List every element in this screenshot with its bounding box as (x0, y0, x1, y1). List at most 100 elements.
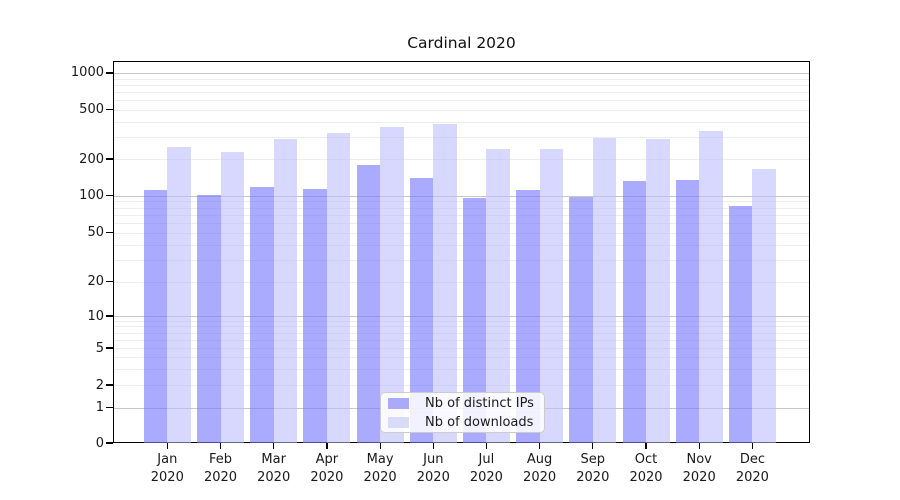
gridline-minor (113, 385, 810, 386)
gridline-minor (113, 339, 810, 341)
bar-oct-distinct-ips (622, 181, 646, 443)
y-tick-label: 10 (87, 308, 104, 324)
y-tick-mark (106, 281, 113, 283)
gridline-minor (113, 260, 810, 261)
legend-row-downloads: Nb of downloads (388, 415, 544, 430)
bar-oct-downloads (646, 139, 670, 443)
y-tick-mark (106, 407, 113, 409)
y-tick-mark (106, 194, 113, 197)
bar-jan-downloads (167, 146, 191, 443)
gridline-major (113, 195, 810, 197)
x-tick-year: 2020 (576, 469, 610, 485)
gridline-major (113, 316, 810, 317)
x-tick-label-jan: Jan 2020 (139, 451, 195, 486)
gridline-minor (113, 222, 810, 224)
x-tick-year: 2020 (523, 469, 557, 485)
bar-mar-downloads (273, 138, 298, 443)
x-tick-label-feb: Feb 2020 (193, 451, 249, 486)
x-tick-label-nov: Nov 2020 (671, 451, 727, 486)
gridline-minor (113, 84, 810, 86)
bar-aug-downloads (539, 149, 564, 443)
x-tick-label-jul: Jul 2020 (458, 451, 514, 486)
gridline-minor (113, 78, 810, 80)
bar-sep-distinct-ips (569, 196, 593, 443)
gridline-minor (113, 201, 810, 203)
gridline-minor (113, 159, 810, 160)
legend-row-distinct-ips: Nb of distinct IPs (388, 396, 544, 411)
gridline-minor (113, 137, 810, 139)
y-tick-label: 1 (95, 400, 104, 416)
bar-mar-distinct-ips (250, 186, 274, 443)
legend-swatch-downloads (388, 416, 409, 428)
x-tick-year: 2020 (150, 469, 184, 485)
bar-jan-distinct-ips (143, 189, 168, 443)
bar-jun-downloads (433, 124, 457, 443)
x-tick-year: 2020 (203, 469, 238, 485)
x-tick-year: 2020 (310, 469, 344, 485)
x-tick-label-dec: Dec 2020 (724, 451, 780, 486)
gridline-minor (113, 244, 810, 246)
gridline-minor (113, 91, 810, 93)
bar-apr-downloads (326, 132, 351, 443)
bar-nov-downloads (699, 130, 723, 443)
x-tick-year: 2020 (735, 469, 769, 485)
x-tick-label-apr: Apr 2020 (299, 451, 355, 486)
bar-sep-downloads (592, 137, 617, 443)
y-tick-label: 2 (95, 377, 104, 393)
y-tick-label: 1000 (70, 65, 104, 81)
x-tick-year: 2020 (682, 469, 716, 485)
y-tick-label: 100 (79, 188, 104, 203)
y-tick-mark (106, 108, 113, 111)
gridline-minor (113, 357, 810, 358)
x-tick-mark (645, 443, 647, 449)
gridline-minor (113, 320, 810, 322)
bar-aug-distinct-ips (516, 190, 540, 443)
legend: Nb of distinct IPs Nb of downloads (380, 392, 545, 433)
bar-may-downloads (380, 126, 404, 443)
x-tick-mark (592, 443, 594, 449)
x-tick-year: 2020 (416, 469, 450, 485)
y-tick-mark (106, 347, 113, 349)
y-tick-mark (106, 442, 113, 444)
x-tick-label-jun: Jun 2020 (405, 451, 461, 486)
y-tick-mark (106, 158, 113, 160)
y-tick-label: 50 (87, 225, 104, 241)
gridline-minor (113, 109, 810, 111)
x-tick-mark (432, 443, 434, 449)
bar-may-distinct-ips (356, 165, 381, 443)
x-tick-label-may: May 2020 (352, 451, 408, 486)
y-tick-label: 5 (95, 340, 104, 356)
x-tick-year: 2020 (363, 469, 397, 485)
x-tick-label-mar: Mar 2020 (246, 451, 302, 486)
x-tick-mark (485, 443, 488, 449)
bar-feb-downloads (220, 151, 244, 443)
bar-dec-downloads (752, 169, 776, 443)
x-tick-label-oct: Oct 2020 (618, 451, 674, 486)
x-tick-label-sep: Sep 2020 (565, 451, 621, 486)
x-tick-mark (751, 443, 754, 449)
y-tick-mark (106, 72, 113, 74)
gridline-minor (113, 348, 810, 349)
x-tick-year: 2020 (469, 469, 503, 485)
x-tick-year: 2020 (629, 469, 663, 485)
x-tick-label-aug: Aug 2020 (512, 451, 568, 486)
y-tick-label: 20 (87, 274, 104, 290)
bar-jul-downloads (486, 149, 510, 443)
y-tick-mark (106, 384, 113, 386)
y-tick-label: 0 (95, 435, 104, 451)
gridline-minor (113, 368, 810, 370)
x-tick-year: 2020 (257, 469, 291, 485)
legend-swatch-distinct-ips (388, 397, 409, 409)
gridline-minor (113, 99, 810, 101)
x-tick-mark (219, 443, 222, 449)
gridline-minor (113, 326, 810, 328)
bar-apr-distinct-ips (303, 188, 327, 443)
bar-jun-distinct-ips (409, 178, 434, 443)
gridline-major (113, 72, 810, 74)
bar-jul-distinct-ips (462, 197, 487, 443)
y-tick-mark (106, 315, 113, 317)
gridline-minor (113, 121, 810, 123)
gridline-minor (113, 214, 810, 216)
x-tick-mark (698, 443, 700, 449)
